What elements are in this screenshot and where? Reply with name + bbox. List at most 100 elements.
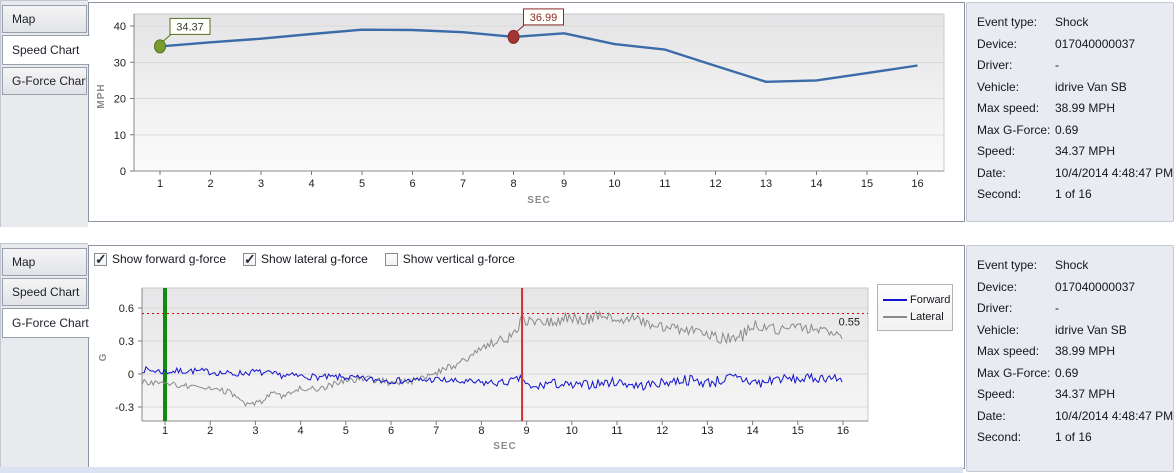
svg-text:0.6: 0.6 [119,303,134,315]
svg-text:4: 4 [308,178,314,190]
info-label: Date: [977,408,1006,423]
info-row: Second: 1 of 16 [977,184,1173,206]
checkbox-label: Show forward g-force [112,252,227,266]
info-row: Device: 017040000037 [977,277,1173,299]
info-value: 38.99 MPH [1055,101,1116,115]
info-value: 34.37 MPH [1055,387,1116,401]
svg-text:2: 2 [207,425,213,437]
show-forward-gforce-checkbox[interactable]: Show forward g-force [94,251,227,268]
info-label: Device: [977,279,1018,294]
show-lateral-gforce-checkbox[interactable]: Show lateral g-force [243,251,368,268]
svg-text:10: 10 [608,178,620,190]
svg-text:SEC: SEC [493,441,517,452]
info-value: Shock [1055,15,1089,29]
svg-text:20: 20 [114,94,126,106]
tab-map[interactable]: Map [2,248,87,276]
svg-text:6: 6 [388,425,394,437]
info-label: Vehicle: [977,322,1020,337]
forward-line-swatch [883,298,907,301]
info-label: Max speed: [977,344,1040,358]
tab-map[interactable]: Map [2,5,87,33]
info-row: Max speed: 38.99 MPH [977,98,1173,120]
checkbox-icon[interactable] [94,251,107,268]
legend-item-lateral: Lateral [883,308,952,325]
info-label: Speed: [977,144,1016,158]
tab-gforce-chart[interactable]: G-Force Chart [2,308,90,338]
svg-text:30: 30 [114,57,126,69]
svg-text:40: 40 [114,21,126,33]
info-label: Speed: [977,387,1016,401]
info-value: 1 of 16 [1055,187,1092,201]
show-vertical-gforce-checkbox[interactable]: Show vertical g-force [384,252,515,266]
bottom-strip [0,467,963,473]
info-label: Date: [977,165,1006,180]
event-info-panel-top: Event type: Shock Device: 017040000037 Drive… [966,2,1174,222]
info-row: Max G-Force: 0.69 [977,120,1173,142]
info-value: 0.69 [1055,122,1079,137]
info-value: 10/4/2014 4:48:47 PM [1055,165,1174,180]
svg-text:11: 11 [611,425,622,437]
legend-label: Lateral [910,310,944,323]
info-value: idrive Van SB [1055,79,1127,94]
legend-label: Forward [910,293,951,306]
speed-chart-panel: Map Speed Chart G-Force Chart 0 10 20 30 40 1… [0,0,1176,227]
info-value: - [1055,301,1059,315]
gforce-panel-tabstrip: Map Speed Chart G-Force Chart [0,243,90,473]
checkbox-icon[interactable] [384,252,398,266]
tab-gforce-chart[interactable]: G-Force Chart [2,67,87,95]
svg-text:15: 15 [861,178,873,190]
svg-text:0: 0 [120,166,126,178]
info-value: 38.99 MPH [1055,344,1116,358]
info-row: Speed: 34.37 MPH [977,384,1173,406]
svg-text:14: 14 [746,425,758,437]
info-row: Driver: - [977,55,1173,77]
svg-text:3: 3 [252,425,258,437]
info-value: Shock [1055,258,1089,272]
info-label: Driver: [977,58,1013,72]
event-info-panel-bottom: Event type: Shock Device: 017040000037 Drive… [966,245,1174,472]
speed-panel-tabstrip: Map Speed Chart G-Force Chart [0,0,90,227]
info-row: Driver: - [977,298,1173,320]
svg-text:5: 5 [343,425,349,437]
info-value: 34.37 MPH [1055,144,1116,158]
legend-item-forward: Forward [883,291,952,308]
info-label: Max G-Force: [977,122,1051,137]
svg-text:14: 14 [810,178,822,190]
info-value: 017040000037 [1055,36,1136,51]
svg-text:10: 10 [114,130,126,142]
svg-text:SEC: SEC [527,195,551,206]
checkbox-label: Show vertical g-force [402,252,515,266]
svg-text:10: 10 [566,425,578,437]
svg-text:4: 4 [298,425,304,437]
svg-text:9: 9 [524,425,530,437]
info-label: Max G-Force: [977,365,1051,380]
tab-speed-chart[interactable]: Speed Chart [2,35,90,65]
info-label: Device: [977,36,1018,51]
svg-text:0: 0 [128,369,134,381]
info-row: Date: 10/4/2014 4:48:47 PM [977,163,1173,185]
info-value: idrive Van SB [1055,322,1127,337]
info-row: Device: 017040000037 [977,34,1173,56]
svg-text:12: 12 [656,425,668,437]
svg-text:8: 8 [478,425,484,437]
svg-text:7: 7 [433,425,439,437]
svg-text:3: 3 [258,178,264,190]
gforce-options-row: Show forward g-force Show lateral g-forc… [94,251,532,268]
info-value: 10/4/2014 4:48:47 PM [1055,408,1174,423]
info-label: Event type: [977,15,1038,29]
svg-text:1: 1 [157,178,163,190]
info-row: Event type: Shock [977,255,1173,277]
tab-speed-chart[interactable]: Speed Chart [2,278,87,306]
checkbox-icon[interactable] [243,251,257,268]
svg-text:5: 5 [359,178,365,190]
svg-text:0.3: 0.3 [119,336,134,348]
info-value: 017040000037 [1055,279,1136,294]
gforce-chart-frame: Show forward g-force Show lateral g-forc… [88,245,965,469]
svg-text:16: 16 [837,425,849,437]
info-label: Second: [977,430,1022,444]
svg-text:36.99: 36.99 [530,12,558,24]
gforce-chart[interactable]: -0.300.30.61 2 3 4 5 6 7 8 9 10 11 12 13 14 15 16SECG0.… [90,277,963,467]
svg-text:6: 6 [409,178,415,190]
info-value: 0.69 [1055,365,1079,380]
